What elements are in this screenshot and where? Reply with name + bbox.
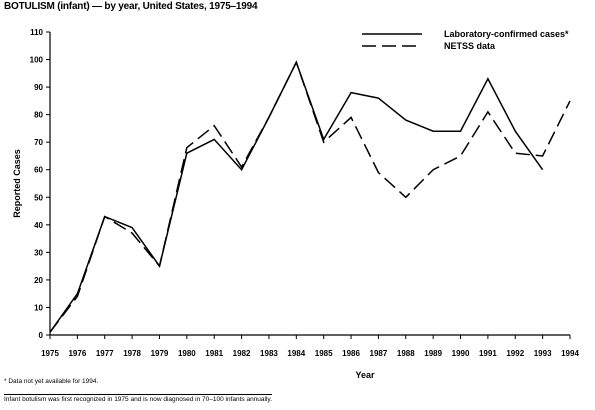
y-tick-label: 50 — [34, 193, 43, 202]
y-tick-label: 20 — [34, 276, 43, 285]
x-tick-label: 1992 — [506, 349, 524, 358]
x-tick-label: 1981 — [205, 349, 223, 358]
y-tick-label: 0 — [39, 331, 44, 340]
y-tick-label: 40 — [34, 221, 43, 230]
x-tick-label: 1976 — [68, 349, 86, 358]
x-tick-labels: 1975 1976 1977 1978 1979 1980 1981 1982 1983 1984… — [41, 349, 579, 358]
chart-title: BOTULISM (infant) — by year, United Stat… — [4, 1, 258, 12]
series-line-lab-confirmed — [49, 60, 544, 333]
x-tick-label: 1985 — [315, 349, 333, 358]
series-lines — [49, 60, 571, 333]
x-tick-label: 1984 — [287, 349, 305, 358]
legend-label: Laboratory-confirmed cases* — [444, 29, 569, 39]
y-tick-label: 60 — [34, 166, 43, 175]
x-tick-label: 1991 — [479, 349, 497, 358]
tick-marks — [46, 31, 571, 339]
footnote-data-availability: * Data not yet available for 1994. — [4, 378, 99, 385]
x-tick-label: 1987 — [370, 349, 388, 358]
x-axis-label: Year — [355, 370, 375, 380]
y-tick-label: 30 — [34, 248, 43, 257]
x-tick-label: 1989 — [424, 349, 442, 358]
y-tick-label: 110 — [30, 28, 43, 37]
x-tick-label: 1990 — [452, 349, 470, 358]
series-line-netss — [49, 60, 571, 333]
x-tick-label: 1980 — [178, 349, 196, 358]
y-tick-label: 10 — [34, 303, 43, 312]
y-tick-label: 100 — [30, 56, 44, 65]
x-tick-label: 1988 — [397, 349, 415, 358]
x-tick-label: 1983 — [260, 349, 278, 358]
y-tick-label: 90 — [34, 83, 43, 92]
x-tick-label: 1986 — [342, 349, 360, 358]
y-tick-labels: 0 10 20 30 40 50 60 70 80 90 100 110 — [30, 28, 44, 340]
y-tick-label: 70 — [34, 138, 43, 147]
y-axis-label: Reported Cases — [12, 149, 22, 218]
legend-label: NETSS data — [444, 41, 496, 51]
x-tick-label: 1977 — [96, 349, 114, 358]
legend: Laboratory-confirmed cases* NETSS data — [362, 29, 569, 51]
x-tick-label: 1979 — [151, 349, 169, 358]
x-tick-label: 1993 — [534, 349, 552, 358]
axes — [49, 32, 570, 336]
footnote-infant-botulism: Infant botulism was first recognized in … — [4, 394, 272, 403]
x-tick-label: 1994 — [561, 349, 579, 358]
x-tick-label: 1975 — [41, 349, 59, 358]
y-tick-label: 80 — [34, 111, 43, 120]
x-tick-label: 1982 — [233, 349, 251, 358]
x-tick-label: 1978 — [123, 349, 141, 358]
